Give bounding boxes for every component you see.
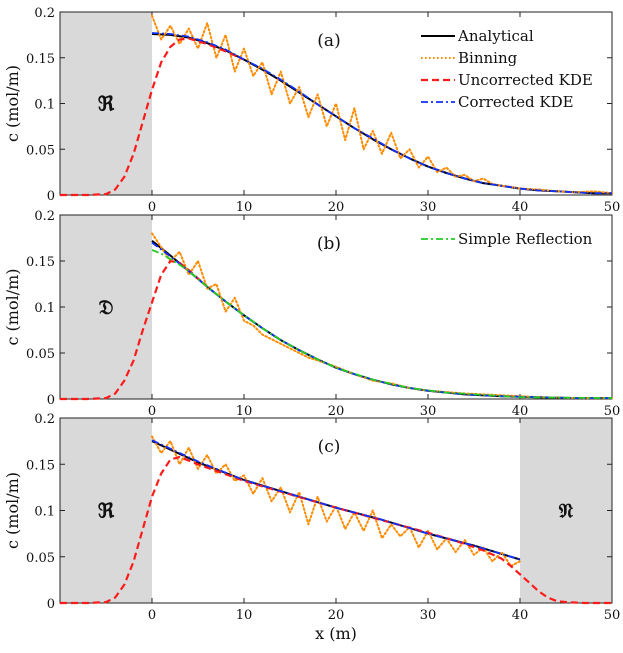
legend-label: Binning xyxy=(458,49,518,67)
x-tick-label: 10 xyxy=(236,404,253,419)
x-tick-label: 0 xyxy=(148,608,156,623)
x-axis-label: x (m) xyxy=(315,624,357,643)
x-tick-label: 0 xyxy=(148,404,156,419)
series-line-dashdot xyxy=(151,439,521,561)
x-tick-label: 10 xyxy=(236,608,253,623)
boundary-region-label: ℜ xyxy=(98,92,115,116)
y-tick-label: 0.05 xyxy=(26,143,55,158)
y-tick-label: 0.05 xyxy=(26,551,55,566)
legend-label: Uncorrected KDE xyxy=(458,71,593,89)
series-line-simple-reflection xyxy=(151,249,613,399)
y-axis-label: c (mol/m) xyxy=(3,65,22,142)
y-tick-label: 0.15 xyxy=(26,52,55,67)
boundary-region xyxy=(520,418,612,603)
legend-label: Simple Reflection xyxy=(458,230,593,248)
y-tick-label: 0.2 xyxy=(34,209,55,224)
boundary-region-label: ℜ xyxy=(98,499,115,523)
legend-label: Corrected KDE xyxy=(458,93,574,111)
series-line-dotted xyxy=(151,435,521,567)
series-line-corrected-kde xyxy=(151,32,612,195)
panel-c: ℜ 𝔑 0 10 20 30 40 50 0 0.05 0.1 0.15 0.2 c (mol/m) x (… xyxy=(3,412,620,643)
legend-label: Analytical xyxy=(457,27,534,45)
x-tick-label: 0 xyxy=(148,200,156,215)
y-tick-label: 0.1 xyxy=(34,301,55,316)
y-tick-label: 0.2 xyxy=(34,412,55,427)
x-tick-label: 30 xyxy=(420,608,437,623)
boundary-region-label: 𝔇 xyxy=(99,295,114,319)
y-tick-label: 0.05 xyxy=(26,347,55,362)
x-tick-label: 20 xyxy=(328,608,345,623)
x-tick-label: 40 xyxy=(512,608,529,623)
y-tick-label: 0 xyxy=(47,597,55,612)
y-axis-label: c (mol/m) xyxy=(3,268,22,345)
panel-label: (c) xyxy=(318,437,341,457)
x-tick-label: 50 xyxy=(604,200,621,215)
panel-label: (b) xyxy=(317,234,341,254)
series-line-dotted xyxy=(151,232,613,400)
boundary-region-label: 𝔑 xyxy=(559,499,574,523)
panel-b: 𝔇 0 10 20 30 40 50 0 0.05 0.1 0.15 0.2 c (mol/m) (b) S… xyxy=(3,209,620,419)
y-tick-label: 0.15 xyxy=(26,458,55,473)
y-tick-label: 0 xyxy=(47,393,55,408)
series-line-analytical xyxy=(151,33,612,195)
y-tick-label: 0.15 xyxy=(26,255,55,270)
boundary-region xyxy=(60,12,152,195)
series-line-dashdot xyxy=(151,241,612,400)
y-tick-label: 0.1 xyxy=(34,505,55,520)
x-tick-label: 10 xyxy=(236,200,253,215)
legend: Simple Reflection xyxy=(421,230,593,248)
x-tick-label: 40 xyxy=(512,200,529,215)
x-tick-label: 30 xyxy=(420,404,437,419)
series-line-uncorrected-kde xyxy=(60,37,245,197)
boundary-region xyxy=(60,418,152,603)
x-tick-label: 30 xyxy=(420,200,437,215)
x-tick-label: 20 xyxy=(328,404,345,419)
x-tick-label: 40 xyxy=(512,404,529,419)
x-tick-label: 20 xyxy=(328,200,345,215)
y-tick-label: 0.2 xyxy=(34,6,55,21)
panel-a: ℜ 0 10 20 30 40 50 0 0.05 0.1 0.15 0.2 c (mol/m) (a) A… xyxy=(3,6,620,215)
x-tick-label: 50 xyxy=(604,608,621,623)
boundary-region xyxy=(60,215,152,399)
y-tick-label: 0.1 xyxy=(34,98,55,113)
panel-label: (a) xyxy=(317,31,340,51)
series-line-solid xyxy=(151,240,612,400)
legend: Analytical Binning Uncorrected KDE Correcte… xyxy=(421,27,593,111)
x-tick-label: 50 xyxy=(604,404,621,419)
y-tick-label: 0 xyxy=(47,189,55,204)
y-axis-label: c (mol/m) xyxy=(3,472,22,549)
